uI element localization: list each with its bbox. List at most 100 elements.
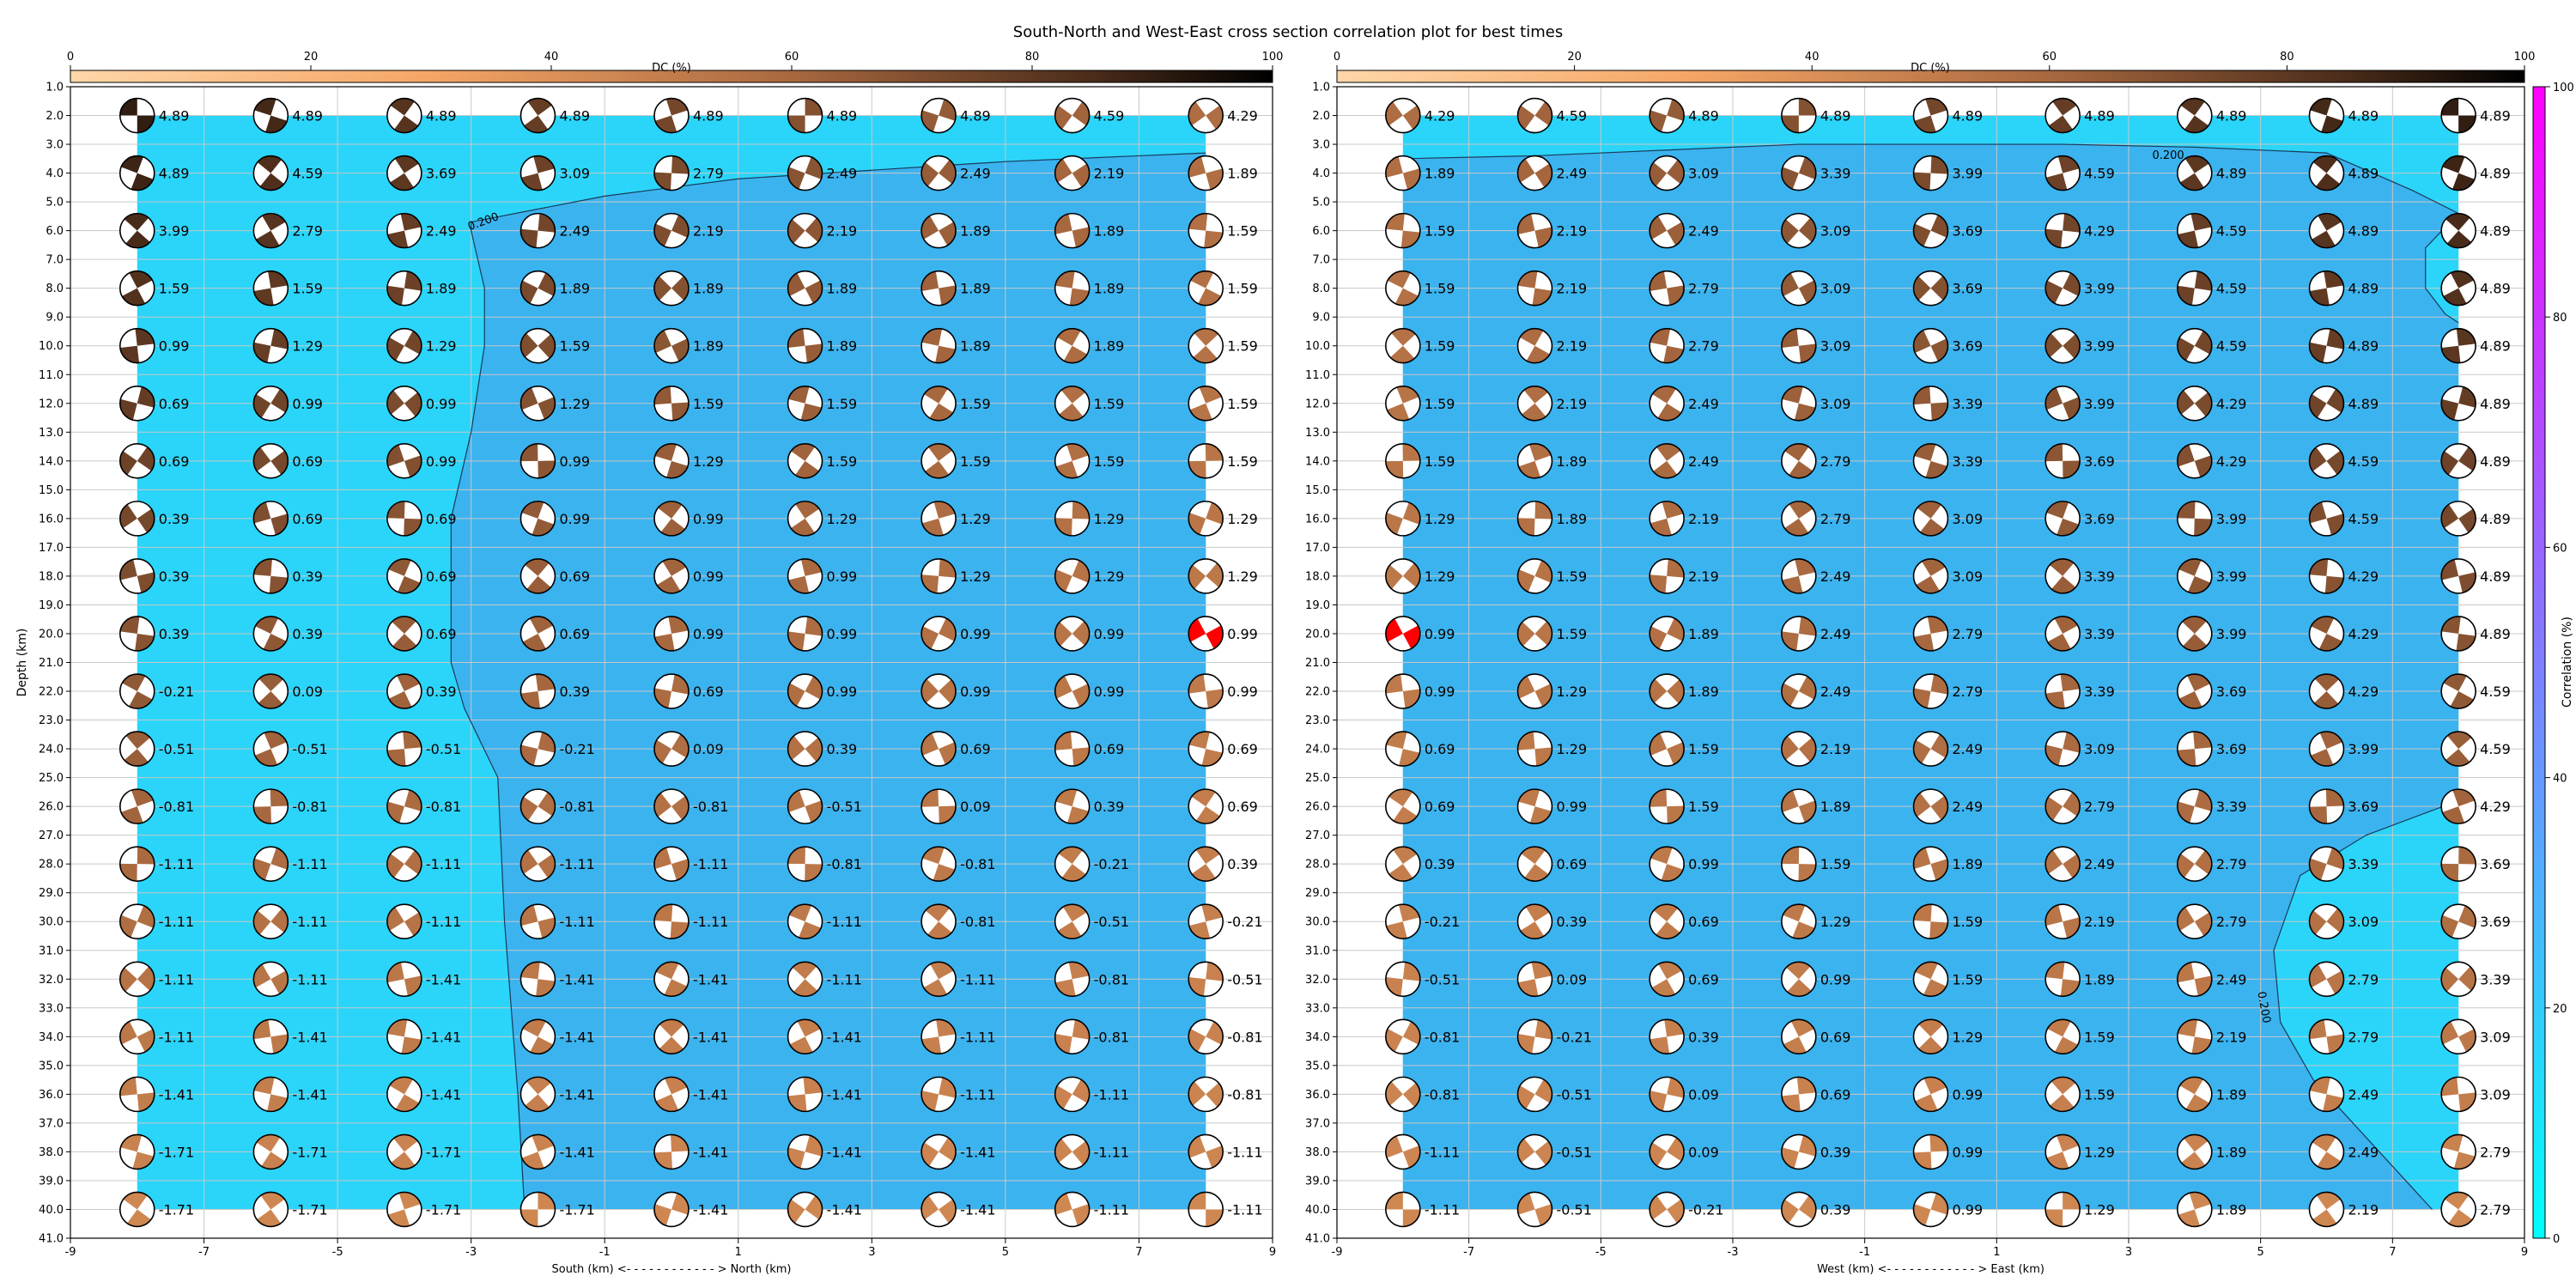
time-shift-label: 3.39 <box>2216 799 2247 815</box>
beachball <box>2440 385 2476 422</box>
time-shift-label: -1.11 <box>159 914 194 930</box>
beachball-outline <box>920 788 957 824</box>
beachball <box>2440 327 2476 364</box>
beachball-quadrant <box>1517 158 1535 183</box>
beachball-quadrant <box>119 451 137 476</box>
beachball <box>2177 385 2213 422</box>
time-shift-label: 1.89 <box>426 281 457 297</box>
beachball-outline <box>1912 903 1949 940</box>
time-shift-label: 2.49 <box>1953 741 1984 757</box>
time-shift-label: 4.89 <box>2480 281 2511 297</box>
beachball-quadrant <box>791 443 816 461</box>
dc-tick-label: 100 <box>1262 51 1284 64</box>
beachball-outline <box>2177 385 2213 422</box>
beachball-quadrant <box>921 162 939 187</box>
beachball-quadrant <box>2178 558 2202 576</box>
beachball <box>2177 731 2213 767</box>
time-shift-label: -0.81 <box>1227 1086 1262 1103</box>
beachball-quadrant <box>1526 345 1550 363</box>
beachball <box>252 1076 289 1113</box>
time-shift-label: -0.21 <box>159 683 194 700</box>
beachball <box>519 155 556 191</box>
beachball <box>787 846 823 882</box>
time-shift-label: 4.89 <box>2216 108 2247 125</box>
beachball-quadrant <box>1194 328 1218 346</box>
beachball <box>1781 961 1817 998</box>
beachball-quadrant <box>386 907 404 931</box>
y-tick-label: 30.0 <box>1305 916 1330 929</box>
beachball <box>118 443 155 479</box>
beachball-outline <box>1188 1018 1224 1055</box>
y-tick-label: 12.0 <box>39 398 64 410</box>
beachball <box>519 443 556 479</box>
beachball <box>2177 1018 2213 1055</box>
beachball-quadrant <box>119 398 137 421</box>
beachball <box>2308 1191 2345 1228</box>
beachball <box>1188 97 1224 134</box>
beachball-quadrant <box>653 386 671 405</box>
beachball-quadrant <box>1786 962 1811 980</box>
beachball-outline <box>118 961 155 998</box>
beachball <box>787 731 823 767</box>
beachball-quadrant <box>1913 276 1931 301</box>
dc-tick-label: 100 <box>2514 51 2536 64</box>
beachball <box>2044 385 2081 422</box>
beachball-quadrant <box>538 732 556 753</box>
time-shift-label: 1.59 <box>1953 914 1984 930</box>
y-tick-label: 5.0 <box>1312 197 1330 210</box>
beachball <box>1781 903 1817 940</box>
beachball-quadrant <box>939 805 957 824</box>
beachball-quadrant <box>2309 910 2327 935</box>
time-shift-label: 0.39 <box>292 626 323 642</box>
beachball-quadrant <box>2194 392 2212 417</box>
beachball-outline <box>2440 97 2476 134</box>
y-tick-label: 9.0 <box>46 312 64 325</box>
beachball-outline <box>1385 1133 1421 1170</box>
time-shift-label: -0.81 <box>292 799 327 815</box>
beachball-quadrant <box>921 732 939 756</box>
beachball-quadrant <box>538 272 556 296</box>
y-tick-label: 18.0 <box>39 570 64 583</box>
beachball-outline <box>1188 327 1224 364</box>
beachball-quadrant <box>2441 616 2461 634</box>
beachball-outline <box>386 616 422 652</box>
beachball-outline <box>1385 443 1421 479</box>
y-tick-label: 32.0 <box>39 974 64 987</box>
beachball-quadrant <box>939 222 957 246</box>
time-shift-label: 1.59 <box>1227 338 1258 355</box>
beachball-outline <box>1054 385 1091 422</box>
beachball-outline <box>2308 385 2345 422</box>
beachball-outline <box>2440 1191 2476 1228</box>
y-tick-label: 13.0 <box>39 427 64 440</box>
time-shift-label: 0.69 <box>426 626 457 642</box>
beachball-quadrant <box>2050 1077 2076 1095</box>
beachball-outline <box>1054 327 1091 364</box>
beachball <box>1516 731 1553 767</box>
time-shift-label: -0.81 <box>1094 1029 1129 1045</box>
beachball-outline <box>1054 731 1091 767</box>
beachball-outline <box>2177 1133 2213 1170</box>
beachball-quadrant <box>2183 633 2208 651</box>
beachball-quadrant <box>2309 558 2329 576</box>
beachball-quadrant <box>1193 345 1218 363</box>
beachball-outline <box>787 961 823 998</box>
beachball-outline <box>386 1018 422 1055</box>
beachball-quadrant <box>787 683 805 707</box>
beachball-quadrant <box>122 674 146 692</box>
beachball-quadrant <box>1781 1094 1801 1112</box>
beachball-quadrant <box>2045 228 2063 248</box>
beachball-quadrant <box>2309 447 2327 471</box>
beachball-quadrant <box>2312 155 2338 173</box>
beachball-outline <box>653 443 690 479</box>
time-shift-label: 3.99 <box>2216 626 2247 642</box>
beachball <box>920 1191 957 1228</box>
beachball <box>1912 788 1949 824</box>
time-shift-label: 0.99 <box>693 568 724 585</box>
beachball-quadrant <box>1385 674 1403 694</box>
beachball-quadrant <box>2441 559 2459 580</box>
beachball <box>1516 788 1553 824</box>
time-shift-label: -0.51 <box>827 799 862 815</box>
beachball-outline <box>1912 501 1949 537</box>
time-shift-label: 1.59 <box>1688 799 1719 815</box>
beachball <box>1054 961 1091 998</box>
